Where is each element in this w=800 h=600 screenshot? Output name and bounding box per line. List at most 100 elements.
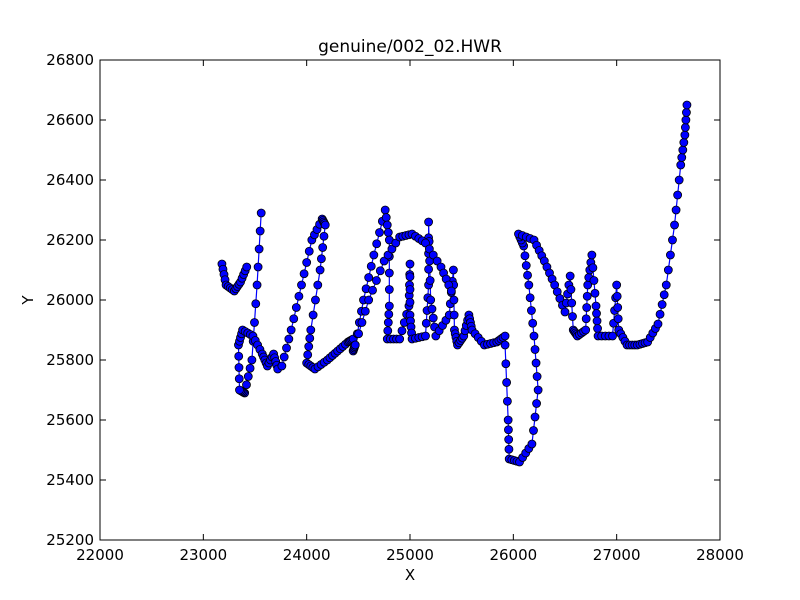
x-tick-label: 28000 (696, 546, 744, 564)
data-point (503, 415, 513, 425)
data-point (405, 297, 415, 307)
data-point (383, 318, 393, 327)
data-point (316, 254, 326, 264)
data-point (320, 220, 330, 230)
y-axis-label: Y (19, 295, 37, 306)
data-point (313, 280, 323, 290)
data-point (527, 439, 537, 449)
data-point (234, 363, 244, 372)
data-point (302, 258, 312, 267)
data-point (500, 340, 510, 350)
data-point (397, 326, 407, 336)
y-tick-label: 26400 (46, 171, 94, 189)
y-tick-label: 26000 (46, 291, 94, 309)
data-point (384, 301, 394, 311)
data-point (671, 205, 681, 215)
data-point (383, 228, 393, 237)
data-point (284, 334, 294, 344)
data-point (532, 399, 541, 408)
data-point (582, 303, 592, 312)
data-point (255, 226, 265, 236)
data-point (304, 342, 314, 351)
data-point (384, 285, 394, 294)
data-point (364, 295, 374, 305)
data-point (242, 380, 251, 390)
data-point (395, 334, 405, 344)
data-point (449, 310, 459, 320)
data-point (252, 280, 262, 290)
data-point (524, 280, 534, 290)
data-point (384, 309, 394, 319)
data-point (673, 190, 683, 200)
data-point (588, 263, 598, 273)
data-point (446, 286, 456, 296)
data-point (350, 340, 360, 350)
data-point (449, 295, 459, 305)
data-point (670, 220, 679, 230)
data-point (668, 235, 677, 245)
data-point (234, 374, 244, 384)
data-point (279, 352, 289, 362)
data-point (427, 304, 437, 314)
data-point (680, 123, 690, 132)
data-point (655, 309, 665, 319)
data-point (282, 343, 291, 353)
data-point (504, 425, 513, 435)
data-point (247, 355, 257, 365)
data-point (318, 243, 328, 252)
data-point (354, 329, 363, 339)
data-point (504, 444, 514, 454)
data-point (375, 266, 385, 276)
data-point (581, 314, 591, 324)
data-point (369, 250, 379, 260)
data-point (291, 303, 301, 312)
data-point (592, 309, 601, 318)
data-point (568, 312, 577, 321)
data-point (234, 351, 244, 361)
data-point (245, 363, 255, 373)
data-point (502, 396, 512, 406)
data-point (242, 262, 252, 272)
data-point (504, 435, 514, 444)
data-point (375, 228, 384, 237)
data-point (533, 385, 543, 395)
data-point (277, 361, 287, 371)
data-point (421, 331, 430, 341)
data-point (250, 318, 259, 327)
data-point (581, 325, 591, 335)
data-point (381, 213, 391, 222)
data-point (294, 291, 304, 301)
chart-title: genuine/002_02.HWR (318, 37, 502, 57)
data-point (405, 272, 415, 282)
data-point (661, 280, 671, 290)
data-point (521, 261, 531, 270)
data-point (525, 293, 535, 303)
x-tick-label: 24000 (283, 546, 331, 564)
data-point (421, 318, 431, 328)
data-point (243, 372, 253, 381)
data-point (253, 262, 263, 272)
data-point (372, 276, 381, 285)
data-point (405, 259, 415, 269)
data-point (304, 246, 314, 256)
data-point (319, 231, 329, 241)
data-point (384, 268, 394, 278)
data-point (663, 265, 673, 275)
data-point (426, 295, 436, 305)
data-point (425, 276, 435, 285)
data-point (659, 290, 669, 300)
data-point (306, 325, 316, 335)
y-tick-label: 26800 (46, 51, 94, 69)
data-point (405, 285, 415, 294)
data-point (254, 244, 264, 254)
data-point (372, 239, 382, 249)
y-tick-label: 26600 (46, 111, 94, 129)
data-point (305, 333, 315, 343)
data-point (531, 358, 541, 368)
data-point (448, 265, 458, 275)
data-point (681, 115, 691, 125)
data-point (311, 295, 320, 305)
data-point (502, 378, 512, 387)
data-point (529, 426, 538, 435)
